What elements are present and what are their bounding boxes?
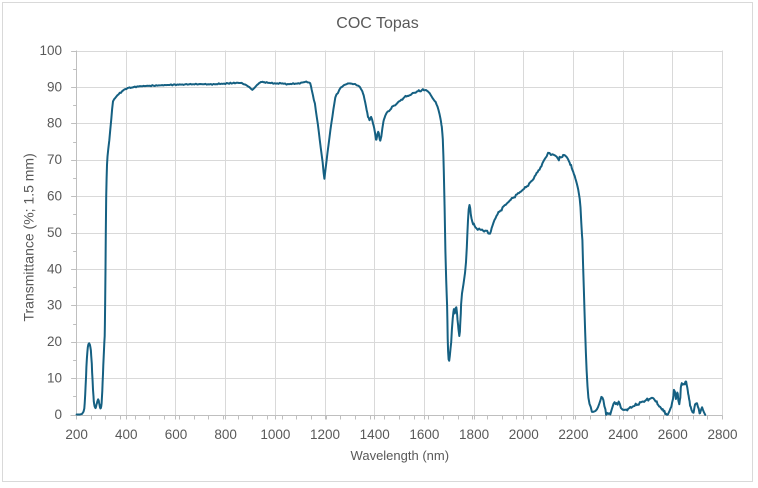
svg-text:400: 400 — [115, 427, 138, 442]
svg-text:40: 40 — [47, 261, 62, 276]
svg-text:1400: 1400 — [360, 427, 390, 442]
svg-text:2800: 2800 — [707, 427, 737, 442]
svg-text:80: 80 — [47, 116, 62, 131]
svg-text:30: 30 — [47, 298, 62, 313]
svg-text:70: 70 — [47, 152, 62, 167]
svg-text:0: 0 — [54, 407, 62, 422]
svg-text:2000: 2000 — [509, 427, 539, 442]
svg-text:1000: 1000 — [260, 427, 290, 442]
svg-text:2200: 2200 — [558, 427, 588, 442]
svg-text:2600: 2600 — [658, 427, 688, 442]
svg-text:Wavelength (nm): Wavelength (nm) — [351, 448, 450, 463]
svg-text:200: 200 — [65, 427, 88, 442]
svg-text:1800: 1800 — [459, 427, 489, 442]
svg-text:600: 600 — [165, 427, 188, 442]
svg-text:60: 60 — [47, 189, 62, 204]
svg-text:10: 10 — [47, 371, 62, 386]
svg-text:100: 100 — [39, 43, 62, 58]
svg-text:90: 90 — [47, 79, 62, 94]
svg-text:COC Topas: COC Topas — [336, 15, 418, 32]
svg-text:800: 800 — [214, 427, 237, 442]
svg-text:20: 20 — [47, 334, 62, 349]
svg-text:2400: 2400 — [608, 427, 638, 442]
svg-text:1600: 1600 — [409, 427, 439, 442]
svg-text:Transmittance (%; 1.5 mm): Transmittance (%; 1.5 mm) — [21, 153, 37, 321]
svg-text:50: 50 — [47, 225, 62, 240]
svg-text:1200: 1200 — [310, 427, 340, 442]
